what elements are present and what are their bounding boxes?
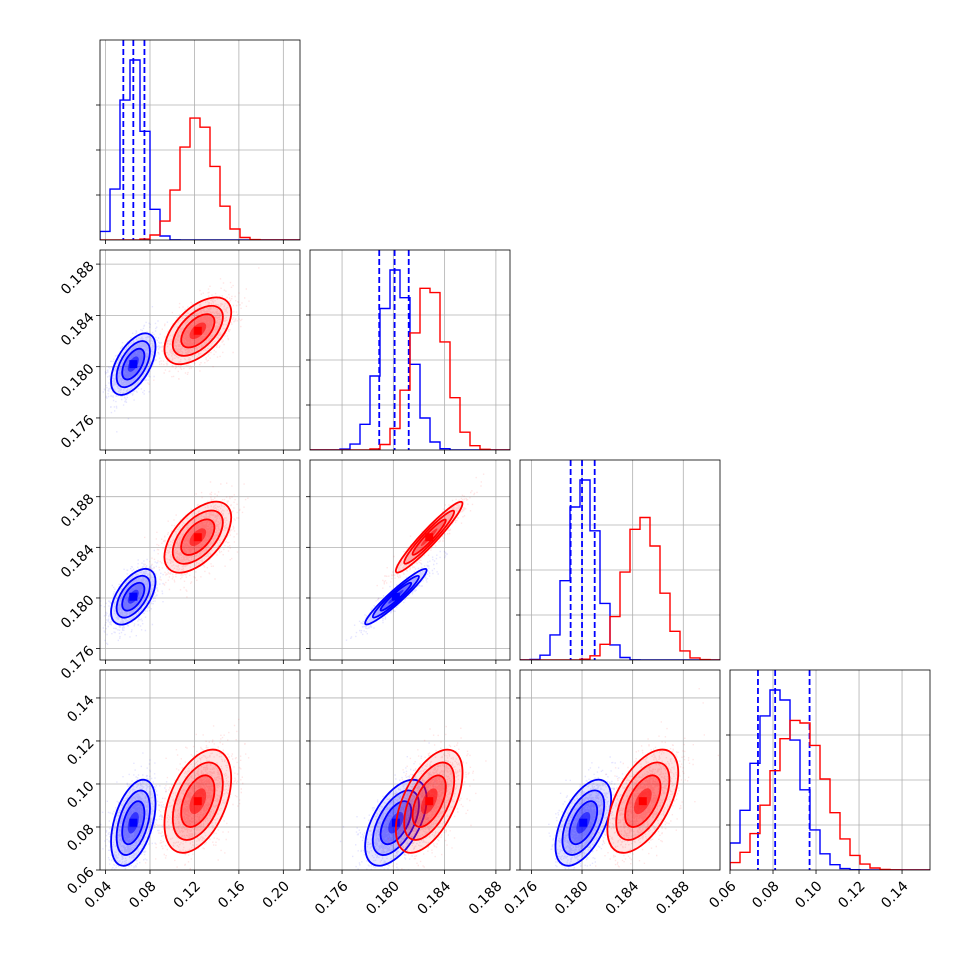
density-peak	[193, 533, 202, 542]
x-tick-label: 0.16	[215, 878, 248, 911]
x-tick-label: 0.188	[653, 878, 693, 918]
density-panel-3-2	[548, 688, 719, 870]
panel-frame	[99, 459, 301, 661]
panel-frame	[99, 39, 301, 241]
scatter-points	[548, 756, 625, 870]
density-peak	[129, 360, 138, 369]
density-peak	[193, 326, 202, 335]
panel-frame	[519, 459, 721, 661]
y-tick-label: 0.184	[58, 310, 98, 350]
density-peak	[425, 533, 434, 542]
density-peak	[425, 797, 434, 806]
panel-frame	[309, 249, 511, 451]
histogram-step	[520, 479, 720, 660]
panel-background	[100, 670, 300, 870]
panel-0-0	[96, 40, 300, 244]
y-tick-label: 0.188	[58, 258, 98, 298]
panel-background	[520, 460, 720, 660]
x-tick-label: 0.14	[878, 878, 911, 911]
x-tick-label: 0.08	[749, 878, 782, 911]
panel-2-0	[96, 460, 300, 664]
x-tick-label: 0.20	[260, 878, 293, 911]
y-tick-label: 0.12	[64, 735, 97, 768]
panel-frame	[309, 459, 511, 661]
x-tick-label: 0.184	[415, 878, 455, 918]
panel-frame	[519, 669, 721, 871]
density-peak	[129, 592, 138, 601]
x-tick-label: 0.12	[835, 878, 868, 911]
x-tick-label: 0.180	[363, 878, 403, 918]
x-tick-label: 0.176	[501, 878, 541, 918]
panel-2-1	[306, 460, 510, 664]
panel-2-2	[516, 460, 720, 664]
histogram-3	[730, 670, 930, 870]
panel-3-3	[726, 670, 930, 874]
y-tick-label: 0.180	[58, 592, 98, 632]
y-tick-label: 0.180	[58, 361, 98, 401]
y-tick-label: 0.08	[64, 821, 97, 854]
y-tick-label: 0.14	[64, 692, 97, 725]
y-tick-label: 0.184	[58, 542, 98, 582]
x-tick-label: 0.06	[706, 878, 739, 911]
density-panel-3-0	[100, 718, 250, 870]
panel-3-0	[96, 670, 300, 874]
density-peak	[193, 797, 202, 806]
panel-background	[310, 670, 510, 870]
density-panel-1-0	[100, 267, 260, 433]
y-tick-label: 0.10	[64, 778, 97, 811]
scatter-points	[100, 752, 169, 870]
density-panel-3-1	[339, 725, 487, 870]
y-tick-label: 0.188	[58, 491, 98, 531]
x-tick-label: 0.184	[603, 878, 643, 918]
x-tick-label: 0.180	[552, 878, 592, 918]
panel-background	[310, 460, 510, 660]
density-peak	[579, 818, 588, 827]
y-tick-label: 0.176	[58, 412, 98, 452]
x-tick-label: 0.10	[792, 878, 825, 911]
histogram-step	[730, 719, 930, 870]
histogram-step	[100, 59, 300, 240]
density-peak	[391, 592, 400, 601]
density-peak	[638, 797, 647, 806]
x-tick-label: 0.176	[312, 878, 352, 918]
x-tick-label: 0.08	[126, 878, 159, 911]
panel-frame	[99, 249, 301, 451]
y-tick-label: 0.176	[58, 643, 98, 683]
density-peak	[129, 818, 138, 827]
scatter-points	[589, 688, 719, 868]
x-tick-label: 0.12	[171, 878, 204, 911]
x-tick-label: 0.188	[466, 878, 506, 918]
density-panel-2-0	[100, 481, 249, 645]
scatter-points	[339, 742, 446, 870]
panel-frame	[729, 669, 931, 871]
panel-frame	[99, 669, 301, 871]
panel-frame	[309, 669, 511, 871]
density-panel-2-1	[345, 473, 485, 641]
histogram-2	[520, 460, 720, 660]
panel-background	[100, 460, 300, 660]
panel-background	[730, 670, 930, 870]
panel-3-1	[306, 670, 510, 874]
